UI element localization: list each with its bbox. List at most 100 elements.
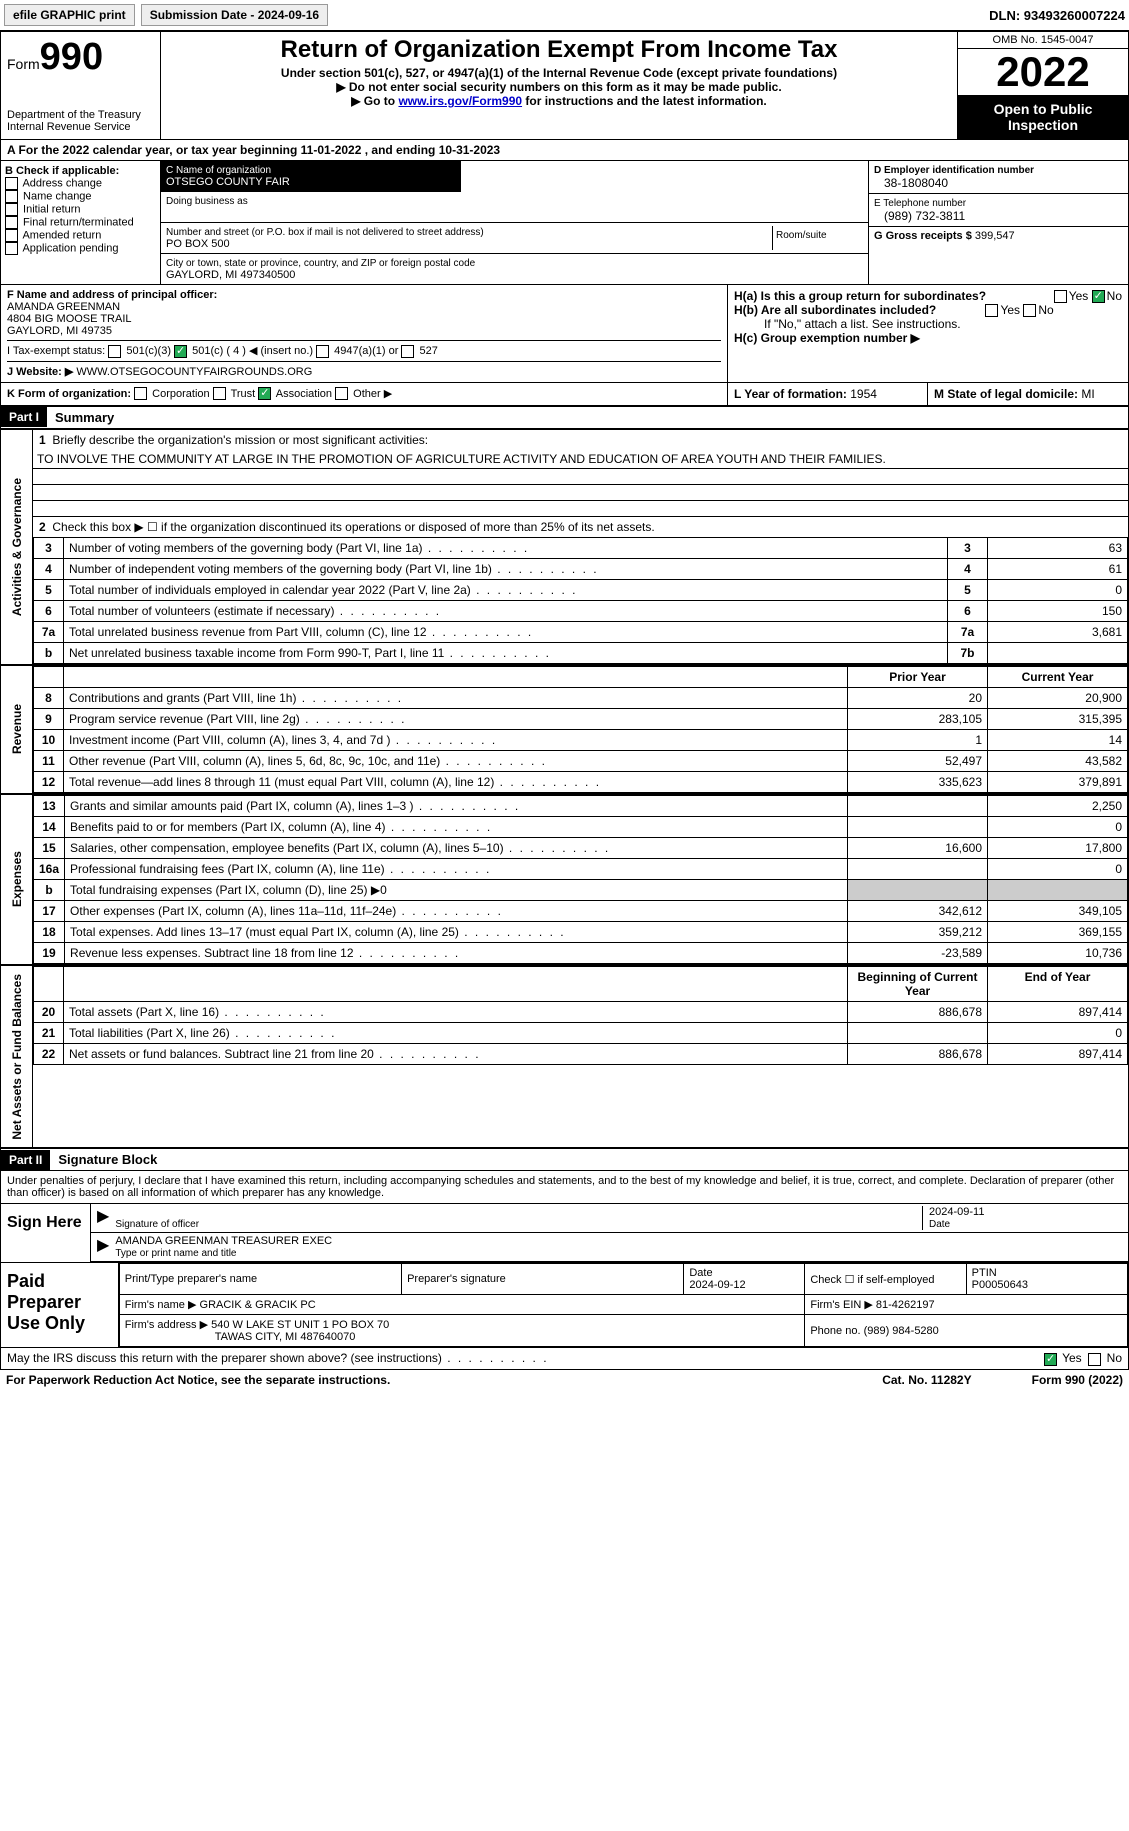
hb-no: No [1038,303,1053,317]
pra-notice: For Paperwork Reduction Act Notice, see … [6,1373,390,1387]
efile-print-button[interactable]: efile GRAPHIC print [4,4,135,26]
ha-no: No [1107,289,1122,303]
year-formation-label: L Year of formation: [734,387,850,401]
cb-trust[interactable] [213,387,226,400]
prep-date-label: Date [689,1267,712,1279]
gross-receipts-label: G Gross receipts $ [874,230,975,242]
discuss-text: May the IRS discuss this return with the… [7,1351,549,1365]
cb-boxb[interactable] [5,242,18,255]
submission-date-button[interactable]: Submission Date - 2024-09-16 [141,4,328,26]
type-name-label: Type or print name and title [115,1248,236,1259]
addr-label: Number and street (or P.O. box if mail i… [166,227,484,238]
section-bcdefg: B Check if applicable: Address change Na… [0,161,1129,285]
cb-boxb[interactable] [5,203,18,216]
hb-label: H(b) Are all subordinates included? [734,303,936,317]
cat-no: Cat. No. 11282Y [882,1373,971,1387]
cb-527[interactable] [401,345,414,358]
section-fhij: F Name and address of principal officer:… [0,285,1129,383]
net-label: Net Assets or Fund Balances [8,966,26,1148]
cb-other[interactable] [335,387,348,400]
line2-text: Check this box ▶ ☐ if the organization d… [52,520,654,534]
subtitle-2: ▶ Do not enter social security numbers o… [165,80,953,94]
domicile-value: MI [1081,387,1094,401]
tax-year: 2022 [958,49,1128,95]
mission-blank2 [33,485,1128,501]
expenses-table: 13Grants and similar amounts paid (Part … [33,795,1128,964]
cb-boxb[interactable] [5,216,18,229]
firm-name: GRACIK & GRACIK PC [200,1299,316,1311]
ein-label: D Employer identification number [874,165,1034,176]
firm-addr-label: Firm's address ▶ [125,1319,208,1331]
revenue-table: Prior YearCurrent Year8Contributions and… [33,666,1128,793]
cb-ha-no[interactable] [1092,290,1105,303]
form-header: Form990 Department of the Treasury Inter… [0,31,1129,140]
activities-governance: Activities & Governance 1 Briefly descri… [0,429,1129,665]
ha-label: H(a) Is this a group return for subordin… [734,289,986,303]
firm-addr2: TAWAS CITY, MI 487640070 [125,1331,356,1343]
cb-hb-yes[interactable] [985,304,998,317]
self-employed-label: Check ☐ if self-employed [810,1274,934,1286]
arrow-icon: ▶ [97,1235,109,1259]
cb-discuss-no[interactable] [1088,1353,1101,1366]
opt-501c: 501(c) ( 4 ) ◀ (insert no.) [192,345,313,357]
ein-value: 38-1808040 [874,176,1123,190]
ag-table: 3Number of voting members of the governi… [33,537,1128,664]
prep-name-label: Print/Type preparer's name [125,1273,257,1285]
cb-boxb[interactable] [5,177,18,190]
part2-title: Signature Block [50,1149,165,1170]
cb-hb-no[interactable] [1023,304,1036,317]
cb-boxb[interactable] [5,229,18,242]
form-title: Return of Organization Exempt From Incom… [165,36,953,64]
city-state-zip: GAYLORD, MI 497340500 [166,269,295,281]
cb-assoc[interactable] [258,387,271,400]
name-label: C Name of organization [166,165,271,176]
firm-name-label: Firm's name ▶ [125,1299,197,1311]
cb-4947[interactable] [316,345,329,358]
rev-label: Revenue [8,696,26,762]
cb-discuss-yes[interactable] [1044,1353,1057,1366]
domicile-label: M State of legal domicile: [934,387,1081,401]
firm-addr1: 540 W LAKE ST UNIT 1 PO BOX 70 [211,1319,389,1331]
opt-other: Other ▶ [353,388,392,400]
officer-label: F Name and address of principal officer: [7,289,217,301]
ptin-value: P00050643 [972,1279,1028,1291]
cb-corp[interactable] [134,387,147,400]
cb-boxb[interactable] [5,190,18,203]
cb-ha-yes[interactable] [1054,290,1067,303]
tax-exempt-label: I Tax-exempt status: [7,345,105,357]
preparer-block: Paid Preparer Use Only Print/Type prepar… [0,1263,1129,1348]
irs-link[interactable]: www.irs.gov/Form990 [398,94,522,108]
phone-value: (989) 732-3811 [874,209,1123,223]
prep-sig-label: Preparer's signature [407,1273,506,1285]
org-name: OTSEGO COUNTY FAIR [166,176,290,188]
part2-badge: Part II [1,1150,50,1170]
goto-post: for instructions and the latest informat… [522,94,767,108]
subtitle-1: Under section 501(c), 527, or 4947(a)(1)… [165,66,953,80]
form-footer: Form 990 (2022) [1032,1373,1123,1387]
discuss-row: May the IRS discuss this return with the… [0,1348,1129,1369]
expenses-section: Expenses 13Grants and similar amounts pa… [0,794,1129,965]
part2-header: Part II Signature Block [0,1148,1129,1171]
dln-label: DLN: 93493260007224 [989,8,1125,23]
cb-501c[interactable] [174,345,187,358]
cb-501c3[interactable] [108,345,121,358]
part1-badge: Part I [1,407,47,427]
ag-label: Activities & Governance [8,470,26,624]
hb-yes: Yes [1000,303,1020,317]
part1-title: Summary [47,407,122,428]
sig-date: 2024-09-11 [929,1206,984,1218]
form-number: 990 [40,36,103,78]
perjury-declaration: Under penalties of perjury, I declare th… [0,1171,1129,1204]
mission-blank1 [33,469,1128,485]
omb-number: OMB No. 1545-0047 [958,32,1128,49]
sig-officer-label: Signature of officer [115,1219,199,1230]
section-klm: K Form of organization: Corporation Trus… [0,383,1129,406]
website-value: WWW.OTSEGOCOUNTYFAIRGROUNDS.ORG [76,366,312,378]
officer-name-title: AMANDA GREENMAN TREASURER EXEC [115,1235,332,1247]
form-org-label: K Form of organization: [7,388,131,400]
firm-phone-label: Phone no. [810,1325,860,1337]
period-row: A For the 2022 calendar year, or tax yea… [0,140,1129,161]
mission-text: TO INVOLVE THE COMMUNITY AT LARGE IN THE… [33,450,1128,469]
box-b-label: B Check if applicable: [5,165,119,177]
date-label: Date [929,1219,950,1230]
